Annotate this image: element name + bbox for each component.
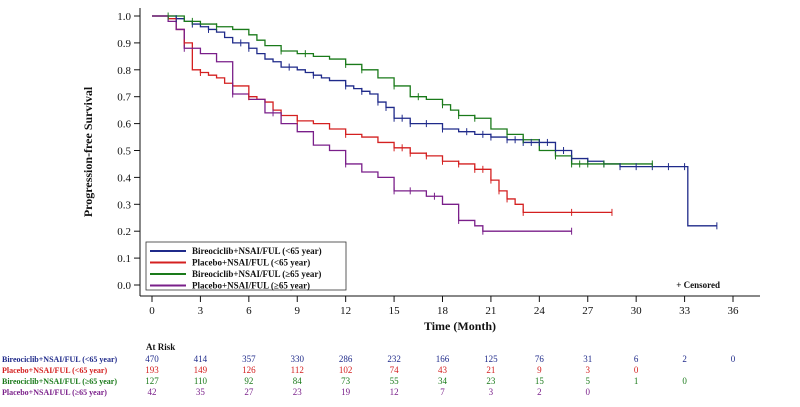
- at-risk-value: 414: [194, 354, 208, 364]
- at-risk-value: 84: [293, 376, 303, 386]
- y-tick-label: 0.2: [117, 226, 131, 238]
- at-risk-value: 193: [145, 365, 159, 375]
- y-tick-label: 0.5: [117, 146, 131, 158]
- at-risk-value: 1: [634, 376, 639, 386]
- at-risk-value: 21: [486, 365, 495, 375]
- at-risk-value: 110: [194, 376, 208, 386]
- x-tick-label: 15: [389, 305, 401, 317]
- at-risk-value: 23: [486, 376, 496, 386]
- at-risk-value: 126: [242, 365, 256, 375]
- at-risk-value: 0: [731, 354, 736, 364]
- at-risk-value: 3: [489, 387, 494, 397]
- at-risk-value: 7: [440, 387, 445, 397]
- y-tick-label: 1.0: [117, 11, 131, 23]
- y-tick-label: 0.7: [117, 92, 131, 104]
- at-risk-value: 6: [634, 354, 639, 364]
- legend-entry: Bireociclib+NSAI/FUL (≥65 year): [192, 269, 321, 279]
- at-risk-value: 286: [339, 354, 353, 364]
- x-tick-label: 27: [582, 305, 594, 317]
- at-risk-value: 43: [438, 365, 448, 375]
- at-risk-row-label: Bireociclib+NSAI/FUL (<65 year): [2, 355, 118, 364]
- x-tick-label: 18: [437, 305, 449, 317]
- x-ticks: 0 3 6 9 12 15 18 21 24 27 30 33 36: [149, 296, 739, 317]
- at-risk-value: 102: [339, 365, 353, 375]
- y-axis-title: Progression-free Survival: [81, 86, 95, 217]
- legend-entry: Bireociclib+NSAI/FUL (<65 year): [192, 246, 322, 256]
- at-risk-value: 76: [535, 354, 545, 364]
- x-tick-label: 21: [485, 305, 496, 317]
- at-risk-value: 3: [586, 365, 591, 375]
- at-risk-value: 73: [341, 376, 351, 386]
- x-tick-label: 30: [631, 305, 643, 317]
- legend-entry: Placebo+NSAI/FUL (<65 year): [192, 258, 310, 268]
- y-ticks: 0.0 0.1 0.2 0.3 0.4 0.5 0.6 0.7 0.8 0.9 1.0: [117, 11, 140, 292]
- y-tick-label: 0.8: [117, 65, 131, 77]
- at-risk-value: 127: [145, 376, 159, 386]
- x-tick-label: 3: [198, 305, 204, 317]
- at-risk-value: 125: [484, 354, 498, 364]
- y-tick-label: 0.9: [117, 38, 131, 50]
- x-tick-label: 9: [295, 305, 301, 317]
- at-risk-value: 23: [293, 387, 303, 397]
- at-risk-value: 2: [682, 354, 687, 364]
- x-tick-label: 36: [728, 305, 740, 317]
- at-risk-value: 0: [682, 376, 687, 386]
- x-tick-label: 33: [679, 305, 691, 317]
- at-risk-value: 12: [390, 387, 399, 397]
- at-risk-row-label: Placebo+NSAI/FUL (<65 year): [2, 366, 107, 375]
- censor-marks: [167, 12, 718, 235]
- x-axis-title: Time (Month): [424, 319, 496, 333]
- at-risk-value: 232: [387, 354, 401, 364]
- x-tick-label: 0: [149, 305, 155, 317]
- x-tick-label: 24: [534, 305, 546, 317]
- km-curve-series-3: [152, 15, 653, 165]
- at-risk-value: 42: [148, 387, 157, 397]
- at-risk-value: 15: [535, 376, 545, 386]
- y-tick-label: 0.1: [117, 253, 131, 265]
- y-tick-label: 0.3: [117, 199, 131, 211]
- legend: Bireociclib+NSAI/FUL (<65 year) Placebo+N…: [145, 241, 347, 291]
- at-risk-value: 31: [583, 354, 592, 364]
- at-risk-table: Bireociclib+NSAI/FUL (<65 year) 470 414 357…: [2, 354, 736, 397]
- at-risk-value: 34: [438, 376, 448, 386]
- y-tick-label: 0.0: [117, 280, 131, 292]
- at-risk-value: 9: [537, 365, 542, 375]
- y-tick-label: 0.6: [117, 119, 131, 131]
- at-risk-row-label: Bireociclib+NSAI/FUL (≥65 year): [2, 377, 117, 386]
- at-risk-value: 35: [196, 387, 206, 397]
- km-curve-series-4: [152, 15, 572, 232]
- at-risk-value: 55: [390, 376, 400, 386]
- at-risk-value: 0: [586, 387, 591, 397]
- censored-note: + Censored: [676, 280, 720, 290]
- at-risk-value: 166: [436, 354, 450, 364]
- at-risk-value: 330: [291, 354, 305, 364]
- at-risk-value: 357: [242, 354, 256, 364]
- at-risk-value: 2: [537, 387, 542, 397]
- at-risk-value: 470: [145, 354, 159, 364]
- x-tick-label: 6: [246, 305, 252, 317]
- x-tick-label: 12: [340, 305, 351, 317]
- at-risk-value: 92: [244, 376, 253, 386]
- km-curve-series-2: [152, 15, 612, 214]
- at-risk-value: 27: [244, 387, 254, 397]
- at-risk-value: 5: [586, 376, 591, 386]
- at-risk-value: 74: [390, 365, 400, 375]
- legend-entry: Placebo+NSAI/FUL (≥65 year): [192, 281, 310, 291]
- at-risk-row-label: Placebo+NSAI/FUL (≥65 year): [2, 388, 107, 397]
- at-risk-value: 0: [634, 365, 639, 375]
- at-risk-value: 149: [194, 365, 208, 375]
- at-risk-value: 19: [341, 387, 351, 397]
- at-risk-value: 112: [291, 365, 304, 375]
- y-tick-label: 0.4: [117, 172, 131, 184]
- at-risk-title: At Risk: [146, 342, 175, 352]
